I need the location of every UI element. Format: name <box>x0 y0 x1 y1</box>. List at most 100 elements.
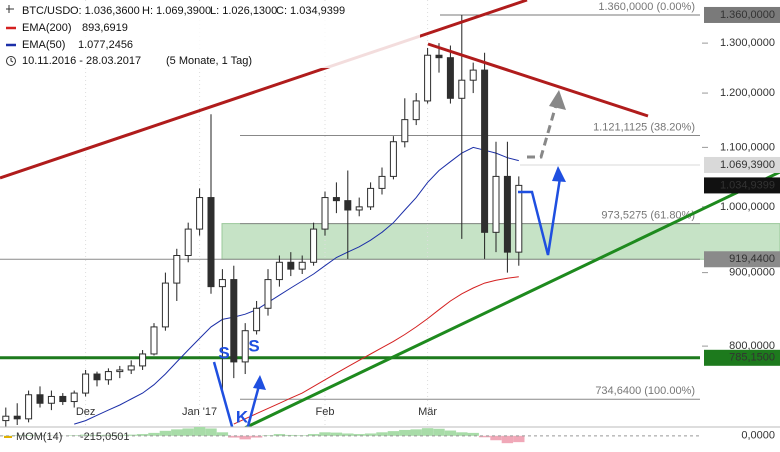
candle-body <box>287 261 295 270</box>
level-label: 1.069,3900 <box>720 159 775 171</box>
momentum-bar <box>364 433 377 436</box>
momentum-bar <box>387 431 400 436</box>
candle-body <box>424 54 432 102</box>
candle-body <box>355 206 363 211</box>
level-label: 785,1500 <box>729 352 775 364</box>
trendline <box>227 170 780 438</box>
arrowhead <box>552 166 566 182</box>
candle-body <box>104 371 112 381</box>
momentum-bar <box>513 435 525 443</box>
momentum-bar <box>79 434 92 436</box>
candle-body <box>458 79 466 99</box>
candle-body <box>59 395 67 403</box>
momentum-bar <box>114 434 126 436</box>
momentum-bar <box>330 432 343 436</box>
candle-body <box>93 373 101 381</box>
annotation: K <box>236 407 249 426</box>
momentum-bar <box>501 435 514 444</box>
candle-body <box>82 373 90 394</box>
candle-body <box>36 394 44 404</box>
momentum-bar <box>307 434 320 436</box>
momentum-value: -215,0501 <box>80 431 130 443</box>
legend-value: 893,6919 <box>82 22 128 34</box>
momentum-bar <box>353 434 365 436</box>
ohlc: H: 1.069,3900 <box>142 5 211 17</box>
momentum-bar <box>102 434 115 436</box>
candle-body <box>196 197 204 230</box>
legend-label: EMA(50) <box>22 39 65 51</box>
candle-body <box>435 54 443 59</box>
level-box <box>704 156 780 173</box>
momentum-bar <box>410 429 422 436</box>
candle-body <box>25 394 33 420</box>
overlay: S S K 1.360,0000 1.069,3900 1.034,9399 919,440… <box>0 6 780 452</box>
momentum-bar <box>193 427 206 436</box>
level-box <box>704 251 780 268</box>
y-tick-label: 1.000,0000 <box>720 201 775 213</box>
arrow <box>212 361 235 431</box>
annotation: S <box>218 343 229 362</box>
candle-body <box>173 255 181 284</box>
x-tick-label: Dez <box>76 406 96 418</box>
momentum-bar <box>148 432 160 436</box>
arrowhead <box>253 375 266 390</box>
momentum-bar <box>262 435 274 436</box>
candle-body <box>207 197 215 288</box>
momentum-bar <box>136 434 149 436</box>
momentum-label: MOM(14) <box>16 431 62 443</box>
fib-label: 1.121,1125 (38.20%) <box>593 121 695 133</box>
candle-body <box>367 187 375 208</box>
momentum-bar <box>444 430 457 436</box>
candle-body <box>515 184 523 253</box>
level-label: 1.034,9399 <box>720 179 775 191</box>
momentum-bar <box>342 433 354 436</box>
candle-body <box>184 228 192 257</box>
candle-body <box>47 395 55 404</box>
y-tick-label: 800,0000 <box>729 340 775 352</box>
plot: 1.300,0000 1.200,0000 1.100,0000 1.000,0000… <box>0 0 780 430</box>
momentum-bar <box>467 432 479 436</box>
candle-body <box>378 175 386 189</box>
candle-body <box>389 141 397 177</box>
momentum-bar <box>478 435 491 438</box>
fib-label: 734,6400 (100.00%) <box>595 385 695 397</box>
arrow <box>527 104 558 159</box>
momentum-bar <box>399 429 411 436</box>
momentum-bar <box>376 432 388 436</box>
ohlc: L: 1.026,1300 <box>210 5 277 17</box>
momentum-bar <box>216 432 229 436</box>
candle-body <box>161 282 169 328</box>
candle-body <box>412 100 420 121</box>
momentum-bar <box>171 429 183 436</box>
arrowhead <box>549 90 566 110</box>
candle-body <box>218 279 226 288</box>
date-range: 10.11.2016 - 28.03.2017 <box>22 55 141 67</box>
y-tick-label: 1.100,0000 <box>720 141 775 153</box>
symbol: BTC/USD <box>22 5 70 17</box>
candle-body <box>116 369 124 373</box>
arrow <box>518 177 562 256</box>
candle-body <box>298 261 306 270</box>
y-tick-label: 900,0000 <box>729 267 775 279</box>
x-tick-label: Feb <box>316 406 335 418</box>
annotation: S <box>248 336 259 355</box>
candle-body <box>139 353 147 367</box>
momentum-bar <box>421 428 434 436</box>
candle-body <box>469 69 477 81</box>
momentum-bar <box>239 435 251 440</box>
candle-body <box>127 365 135 371</box>
arrow <box>245 381 262 431</box>
trendline <box>0 0 528 180</box>
candle-body <box>253 307 261 332</box>
candle-body <box>481 69 489 233</box>
momentum-bar <box>11 435 23 436</box>
level-box <box>704 6 780 23</box>
momentum-bar <box>182 428 194 436</box>
x-tick-label: Jan '17 <box>182 406 217 418</box>
trendline <box>427 42 649 118</box>
candle-body <box>332 197 340 202</box>
momentum-bar <box>273 434 286 436</box>
fib-label: 1.360,0000 (0.00%) <box>598 1 695 13</box>
momentum-bar <box>433 428 445 436</box>
